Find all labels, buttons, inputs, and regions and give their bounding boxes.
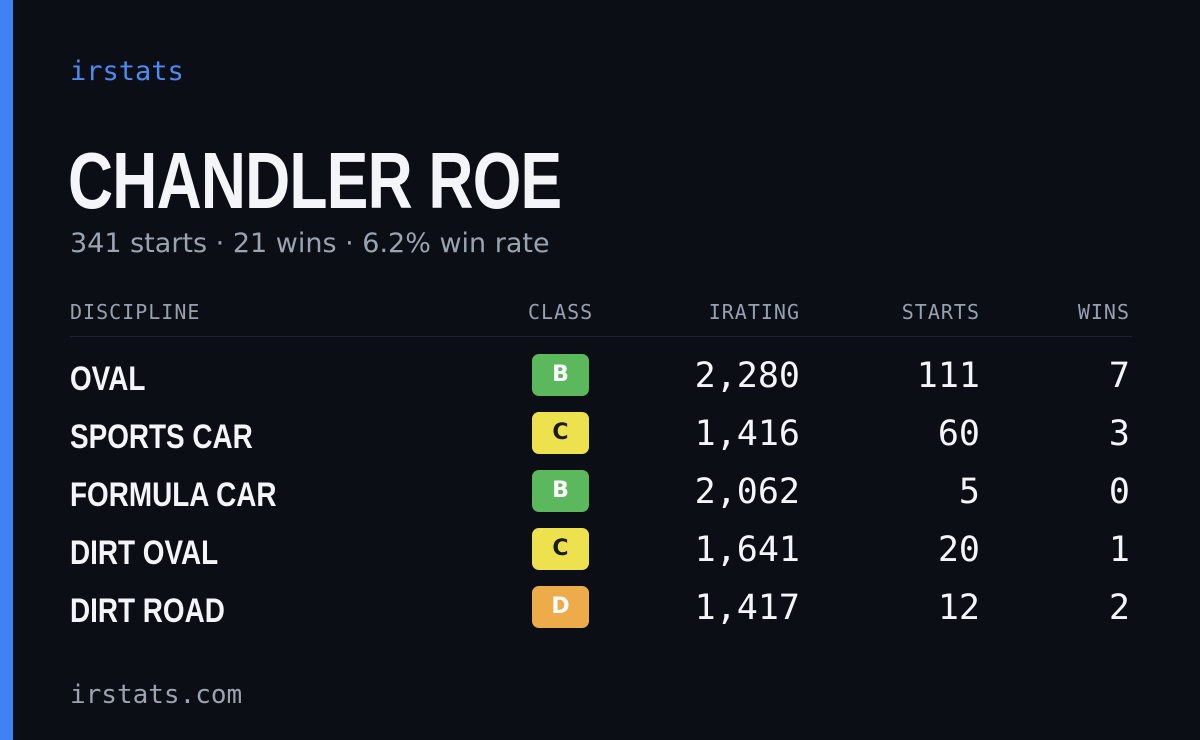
header-starts: STARTS	[901, 300, 980, 324]
table-row: FORMULA CAR B 2,062 5 0	[70, 470, 1132, 528]
starts-value: 60	[937, 414, 980, 454]
table-row: OVAL B 2,280 111 7	[70, 354, 1132, 412]
player-name: CHANDLER ROE	[68, 136, 562, 225]
header-irating: IRATING	[708, 300, 800, 324]
table-header: DISCIPLINE CLASS IRATING STARTS WINS	[70, 300, 1132, 337]
table-row: DIRT OVAL C 1,641 20 1	[70, 528, 1132, 586]
discipline-name: SPORTS CAR	[70, 418, 253, 456]
class-badge: D	[532, 586, 589, 628]
wins-value: 3	[1108, 414, 1130, 454]
irating-value: 1,641	[694, 530, 800, 570]
starts-value: 20	[937, 530, 980, 570]
footer-url: irstats.com	[70, 680, 243, 710]
player-summary: 341 starts · 21 wins · 6.2% win rate	[70, 228, 550, 259]
table-row: SPORTS CAR C 1,416 60 3	[70, 412, 1132, 470]
starts-value: 12	[937, 588, 980, 628]
table-row: DIRT ROAD D 1,417 12 2	[70, 586, 1132, 644]
wins-value: 7	[1108, 356, 1130, 396]
class-badge: C	[532, 528, 589, 570]
class-badge: C	[532, 412, 589, 454]
class-badge: B	[532, 354, 589, 396]
wins-value: 1	[1108, 530, 1130, 570]
irating-value: 2,062	[694, 472, 800, 512]
starts-value: 5	[958, 472, 980, 512]
header-class: CLASS	[528, 300, 594, 324]
irating-value: 2,280	[694, 356, 800, 396]
wins-value: 0	[1108, 472, 1130, 512]
discipline-name: DIRT OVAL	[70, 534, 219, 572]
brand-logo-text: irstats	[70, 56, 184, 87]
starts-value: 111	[916, 356, 980, 396]
discipline-name: FORMULA CAR	[70, 476, 277, 514]
header-wins: WINS	[1077, 300, 1130, 324]
accent-bar	[0, 0, 13, 740]
discipline-name: DIRT ROAD	[70, 592, 225, 630]
class-badge: B	[532, 470, 589, 512]
irating-value: 1,416	[694, 414, 800, 454]
wins-value: 2	[1108, 588, 1130, 628]
discipline-name: OVAL	[70, 360, 146, 398]
irating-value: 1,417	[694, 588, 800, 628]
header-discipline: DISCIPLINE	[70, 300, 201, 324]
